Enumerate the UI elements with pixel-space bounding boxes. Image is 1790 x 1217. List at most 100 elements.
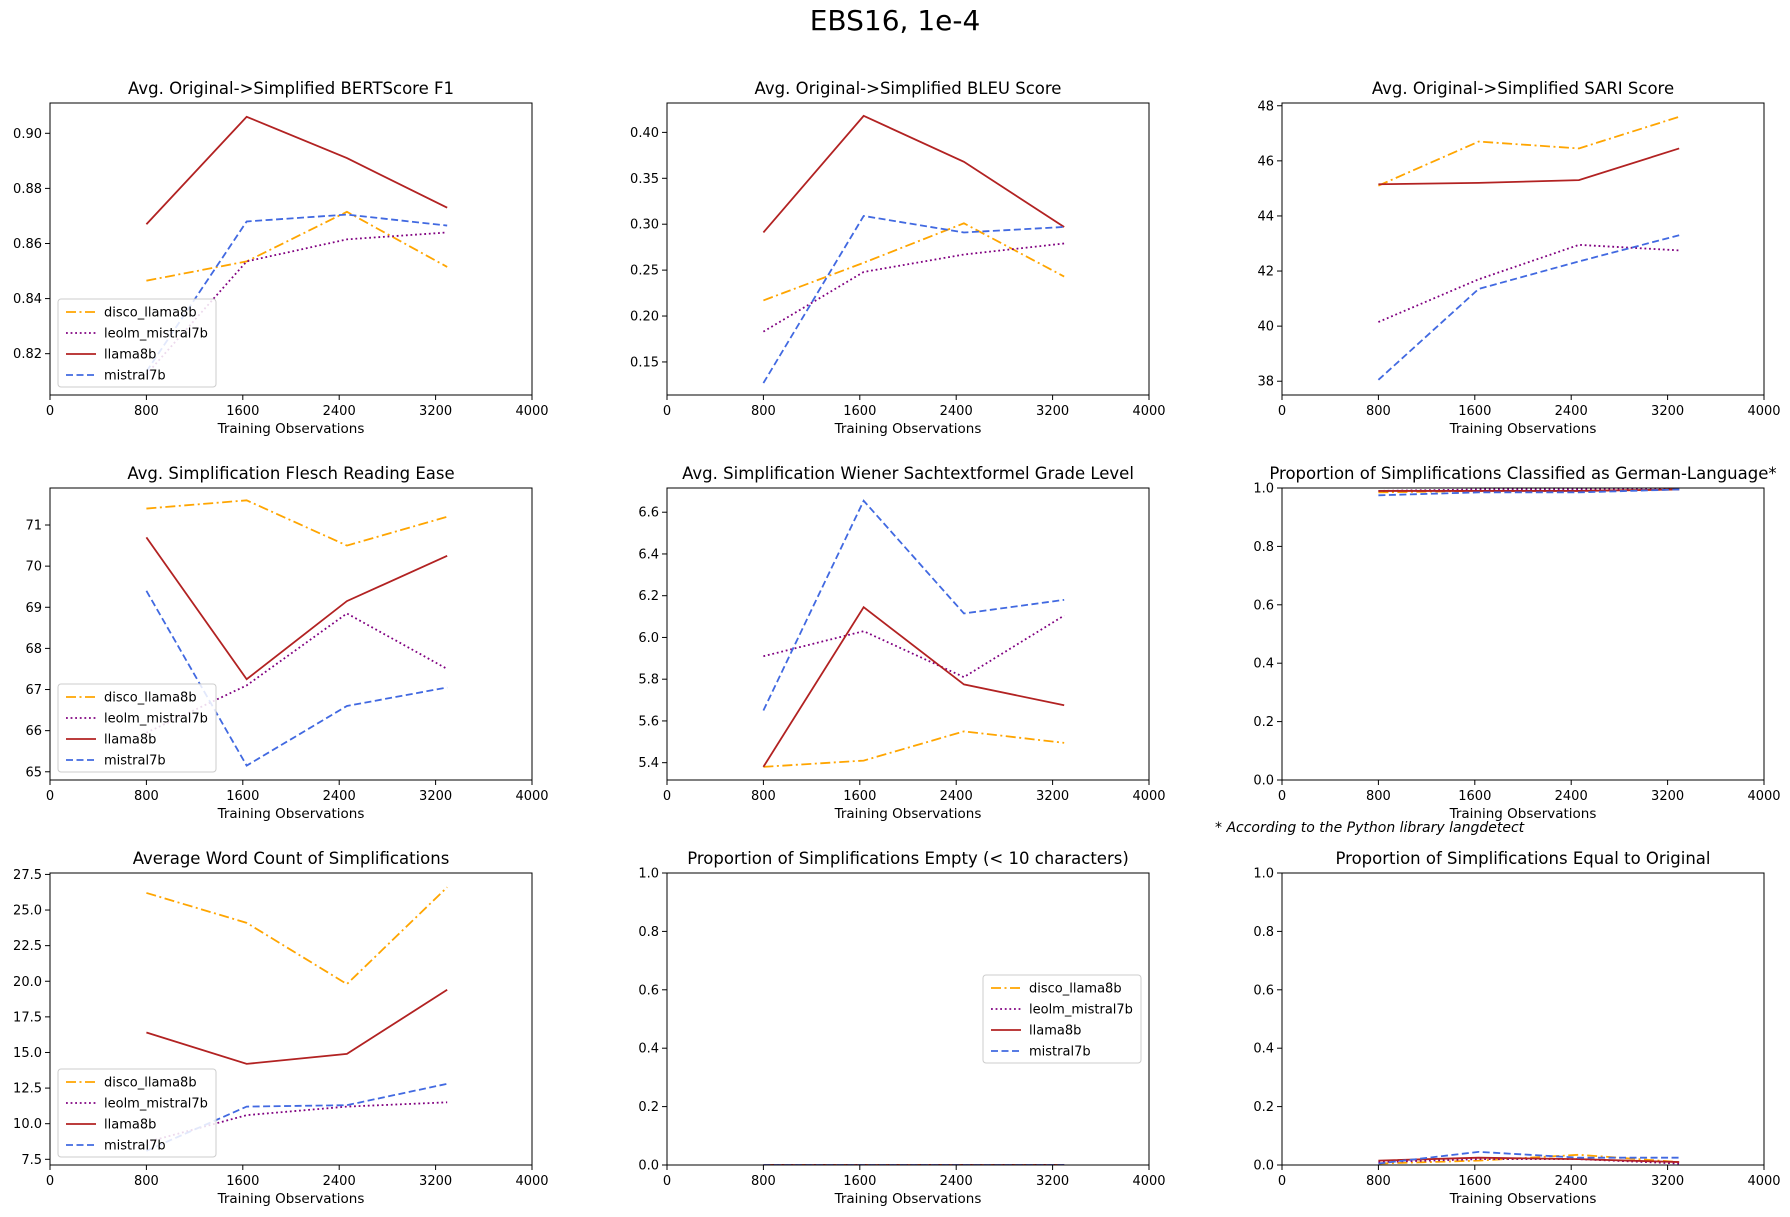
y-tick-label: 65 — [25, 765, 42, 780]
y-tick-label: 10.0 — [13, 1117, 42, 1132]
y-tick-label: 0.86 — [13, 237, 42, 252]
x-tick-label: 0 — [46, 1174, 54, 1189]
chart-6: Proportion of Simplifications Classified… — [1253, 464, 1780, 822]
series-line-mistral7b — [145, 213, 448, 373]
y-tick-label: 6.0 — [638, 631, 659, 646]
y-tick-label: 12.5 — [13, 1082, 42, 1097]
x-tick-label: 3200 — [1651, 789, 1684, 804]
x-tick-label: 800 — [751, 789, 776, 804]
y-tick-label: 0.88 — [13, 182, 42, 197]
x-axis-label: Training Observations — [834, 1191, 982, 1207]
y-tick-label: 0.0 — [638, 1159, 659, 1174]
x-tick-label: 800 — [751, 1174, 776, 1189]
x-tick-label: 0 — [1278, 404, 1286, 419]
x-tick-label: 1600 — [843, 789, 876, 804]
x-axis-label: Training Observations — [834, 806, 982, 822]
x-tick-label: 2400 — [323, 789, 356, 804]
x-tick-label: 800 — [134, 404, 159, 419]
y-tick-label: 0.8 — [1253, 540, 1274, 555]
x-tick-label: 0 — [1278, 1174, 1286, 1189]
y-tick-label: 71 — [25, 519, 42, 534]
x-tick-label: 0 — [663, 789, 671, 804]
series-line-mistral7b — [762, 214, 1065, 384]
x-tick-label: 1600 — [1458, 1174, 1491, 1189]
legend-label-leolm_mistral7b: leolm_mistral7b — [104, 327, 208, 342]
x-tick-label: 2400 — [1555, 404, 1588, 419]
x-tick-label: 3200 — [1036, 404, 1069, 419]
y-tick-label: 0.84 — [13, 292, 42, 307]
y-tick-label: 0.4 — [1253, 657, 1274, 672]
x-tick-label: 4000 — [515, 789, 548, 804]
series-line-disco_llama8b — [146, 886, 448, 986]
series-line-llama8b — [1378, 1156, 1680, 1163]
y-tick-label: 0.20 — [630, 310, 659, 325]
chart-title: Proportion of Simplifications Equal to O… — [1336, 849, 1711, 868]
legend-label-llama8b: llama8b — [104, 1118, 156, 1133]
y-tick-label: 48 — [1257, 99, 1274, 114]
y-tick-label: 0.4 — [1253, 1042, 1274, 1057]
x-tick-label: 4000 — [1747, 1174, 1780, 1189]
y-tick-label: 0.4 — [638, 1042, 659, 1057]
y-tick-label: 1.0 — [638, 867, 659, 882]
series-line-mistral7b — [145, 590, 448, 767]
series-line-llama8b — [762, 605, 1065, 768]
series-group — [1378, 488, 1680, 497]
chart-title: Average Word Count of Simplifications — [133, 849, 450, 868]
y-tick-label: 70 — [25, 560, 42, 575]
plot-frame — [1281, 102, 1765, 396]
legend-label-llama8b: llama8b — [104, 733, 156, 748]
y-tick-label: 1.0 — [1253, 482, 1274, 497]
series-line-mistral7b — [1377, 234, 1680, 381]
series-line-disco_llama8b — [146, 499, 448, 547]
series-line-llama8b — [1378, 147, 1680, 186]
y-tick-label: 6.6 — [638, 506, 659, 521]
x-tick-label: 2400 — [1555, 1174, 1588, 1189]
y-tick-label: 0.0 — [1253, 1159, 1274, 1174]
y-tick-label: 27.5 — [13, 868, 42, 883]
chart-title: Avg. Original->Simplified BERTScore F1 — [128, 79, 454, 98]
legend-label-mistral7b: mistral7b — [1029, 1045, 1091, 1060]
y-tick-label: 22.5 — [13, 939, 42, 954]
chart-8: Proportion of Simplifications Empty (< 1… — [638, 849, 1165, 1207]
x-axis-label: Training Observations — [1449, 1191, 1597, 1207]
x-tick-label: 2400 — [323, 1174, 356, 1189]
footnote: * According to the Python library langde… — [1215, 820, 1525, 836]
x-tick-label: 4000 — [1132, 1174, 1165, 1189]
y-tick-label: 68 — [25, 642, 42, 657]
legend-label-disco_llama8b: disco_llama8b — [104, 691, 197, 706]
y-tick-label: 66 — [25, 724, 42, 739]
series-line-disco_llama8b — [146, 210, 448, 282]
series-line-mistral7b — [1378, 1150, 1680, 1165]
series-line-leolm_mistral7b — [145, 231, 448, 375]
x-tick-label: 4000 — [515, 404, 548, 419]
y-tick-label: 7.5 — [21, 1153, 42, 1168]
series-line-disco_llama8b — [1378, 1153, 1680, 1165]
plot-frame — [49, 872, 533, 1166]
y-tick-label: 0.30 — [630, 218, 659, 233]
y-tick-label: 0.2 — [638, 1100, 659, 1115]
x-tick-label: 2400 — [1555, 789, 1588, 804]
x-tick-label: 2400 — [323, 404, 356, 419]
x-tick-label: 3200 — [1036, 1174, 1069, 1189]
legend-label-mistral7b: mistral7b — [104, 369, 166, 384]
legend-label-disco_llama8b: disco_llama8b — [104, 306, 197, 321]
y-tick-label: 6.2 — [638, 589, 659, 604]
x-tick-label: 1600 — [843, 404, 876, 419]
y-tick-label: 0.6 — [1253, 598, 1274, 613]
figure-title: EBS16, 1e-4 — [809, 4, 981, 37]
series-line-llama8b — [145, 536, 448, 681]
y-tick-label: 0.82 — [13, 347, 42, 362]
x-axis-label: Training Observations — [217, 1191, 365, 1207]
legend-label-disco_llama8b: disco_llama8b — [1029, 982, 1122, 997]
legend-label-mistral7b: mistral7b — [104, 754, 166, 769]
x-tick-label: 2400 — [940, 404, 973, 419]
x-tick-label: 4000 — [1747, 404, 1780, 419]
y-tick-label: 0.6 — [638, 983, 659, 998]
plot-frame — [666, 872, 1150, 1166]
x-tick-label: 0 — [1278, 789, 1286, 804]
legend-box — [982, 974, 1142, 1064]
y-tick-label: 0.2 — [1253, 715, 1274, 730]
x-axis-label: Training Observations — [834, 421, 982, 437]
x-tick-label: 3200 — [419, 1174, 452, 1189]
x-tick-label: 1600 — [226, 1174, 259, 1189]
